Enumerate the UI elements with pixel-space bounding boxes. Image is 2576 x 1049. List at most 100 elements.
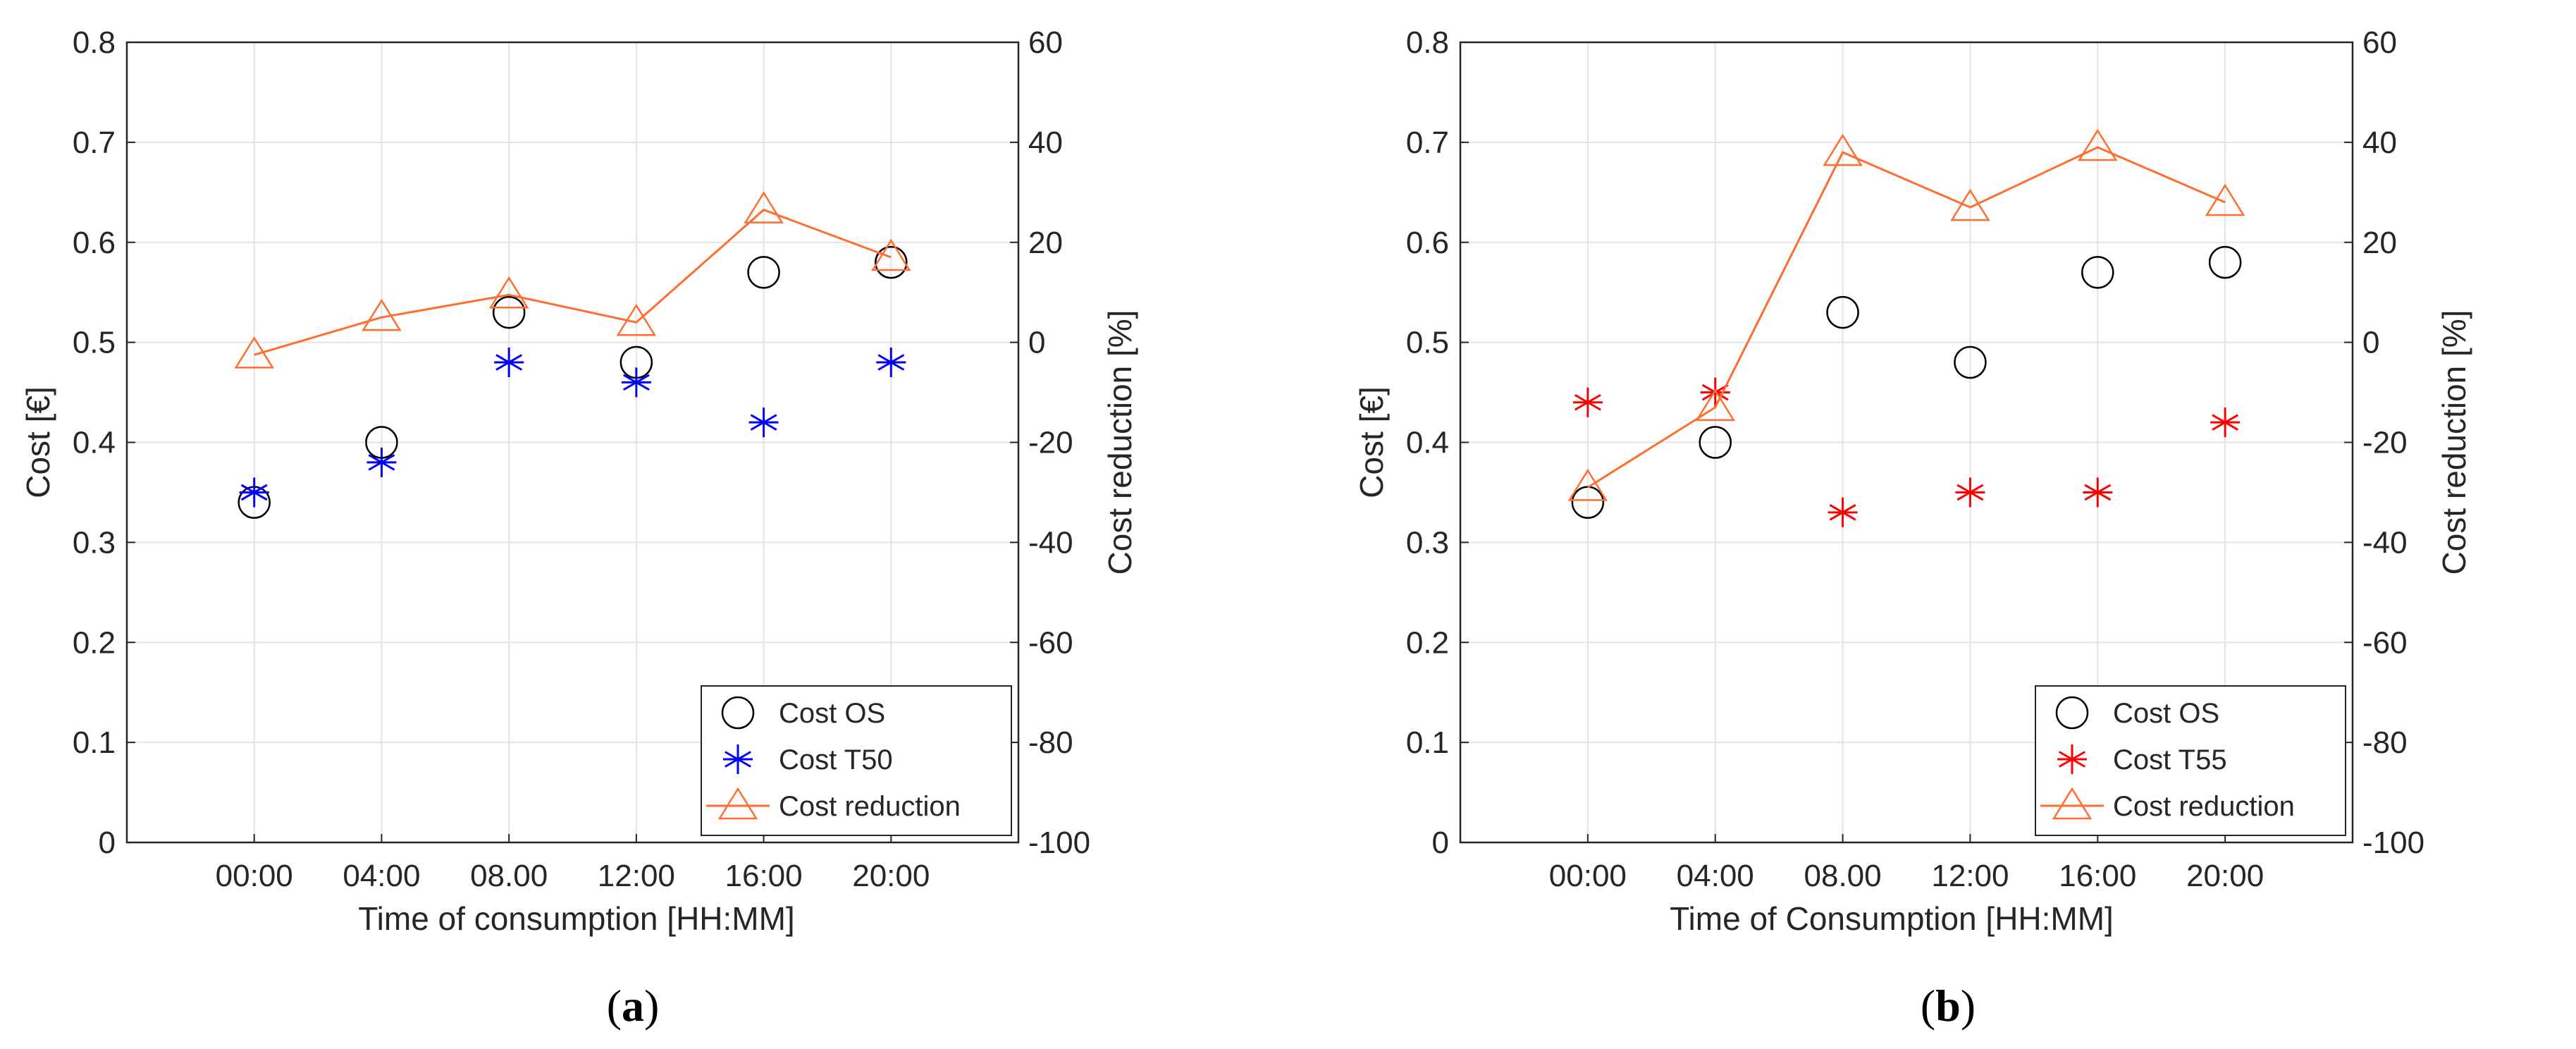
- series-line: [254, 208, 892, 356]
- y2-tick-label: 20: [1028, 226, 1063, 260]
- y-tick-label: 0.6: [73, 226, 116, 260]
- y-tick-label: 0.2: [73, 625, 116, 660]
- y2-tick-label: -80: [1028, 725, 1073, 760]
- x-axis-title: Time of Consumption [HH:MM]: [1670, 900, 2114, 937]
- y-tick-label: 0.3: [1406, 525, 1449, 560]
- legend-item: Cost OS: [2055, 696, 2219, 730]
- y2-tick-label: 20: [2362, 226, 2397, 260]
- y2-tick-label: 40: [2362, 125, 2397, 160]
- y2-tick-label: 40: [1028, 125, 1063, 160]
- x-tick-label: 20:00: [2186, 859, 2264, 893]
- legend-label: Cost OS: [779, 698, 885, 729]
- y2-tick-label: 60: [2362, 25, 2397, 60]
- y-tick-label: 0.8: [73, 25, 116, 60]
- data-point-asterisk: [876, 348, 906, 377]
- y-tick-label: 0.4: [1406, 426, 1449, 460]
- data-point-circle: [1826, 295, 1859, 329]
- y-tick-label: 0.3: [73, 525, 116, 560]
- data-point-triangle: [871, 238, 911, 271]
- legend-item: Cost T50: [723, 744, 893, 775]
- y2-tick-label: 0: [1028, 326, 1045, 360]
- data-point-circle: [1954, 345, 1987, 379]
- series-line: [1587, 146, 2226, 489]
- y-tick-label: 0.5: [1406, 326, 1449, 360]
- panel-label-close: ): [644, 981, 659, 1031]
- x-tick-label: 08.00: [470, 859, 548, 893]
- data-point-asterisk: [1828, 497, 1858, 527]
- legend-triangle-icon: [717, 787, 758, 820]
- x-tick-label: 00:00: [1549, 859, 1627, 893]
- y2-tick-label: -60: [1028, 625, 1073, 660]
- data-point-asterisk: [1955, 477, 1985, 508]
- data-point-triangle: [234, 336, 274, 369]
- legend-asterisk-icon: [2057, 744, 2087, 774]
- legend: Cost OS Cost T50 Cost reduction: [701, 685, 1012, 836]
- y-tick-label: 0.5: [73, 326, 116, 360]
- data-point-triangle: [1695, 388, 1735, 422]
- legend-label: Cost T50: [779, 744, 893, 775]
- y2-axis-title: Cost reduction [%]: [1102, 310, 1138, 575]
- x-tick-label: 12:00: [1931, 859, 2009, 893]
- y-tick-label: 0.2: [1406, 625, 1449, 660]
- series-cost-reduction: [234, 191, 911, 369]
- legend-circle-icon: [721, 696, 755, 730]
- data-point-triangle: [488, 276, 529, 309]
- data-point-asterisk: [748, 407, 779, 438]
- x-tick-label: 20:00: [852, 859, 930, 893]
- data-point-triangle: [2078, 128, 2118, 161]
- panel-label-open: (: [1921, 981, 1935, 1031]
- x-tick-label: 04:00: [343, 859, 420, 893]
- data-point-triangle: [1567, 468, 1608, 501]
- panel-label: (b): [1921, 981, 1976, 1031]
- x-tick-label: 08.00: [1804, 859, 1882, 893]
- data-point-asterisk: [494, 348, 524, 377]
- data-point-triangle: [616, 303, 657, 336]
- data-point-triangle: [744, 191, 784, 223]
- x-tick-label: 00:00: [216, 859, 293, 893]
- legend-label: Cost reduction: [779, 791, 961, 822]
- data-point-triangle: [1950, 188, 1990, 221]
- legend-asterisk-icon: [723, 744, 753, 774]
- y2-tick-label: -60: [2362, 625, 2408, 660]
- x-tick-label: 04:00: [1677, 859, 1754, 893]
- legend-item: Cost OS: [721, 696, 885, 730]
- y2-tick-label: -100: [2362, 826, 2424, 860]
- data-point-triangle: [2205, 183, 2245, 216]
- x-axis-title: Time of consumption [HH:MM]: [358, 900, 794, 937]
- y-axis-title: Cost [€]: [1353, 386, 1390, 498]
- y2-tick-label: -100: [1028, 826, 1090, 860]
- data-point-triangle: [1823, 133, 1863, 166]
- legend: Cost OS Cost T55 Cost reduction: [2035, 685, 2346, 836]
- y-axis-title: Cost [€]: [20, 386, 56, 498]
- legend-circle-icon: [2055, 696, 2089, 730]
- panel-label-letter: b: [1935, 981, 1961, 1031]
- legend-triangle-icon: [2052, 787, 2093, 820]
- y-tick-label: 0: [1432, 826, 1449, 860]
- data-point-circle: [1699, 426, 1732, 459]
- legend-label: Cost T55: [2113, 744, 2227, 775]
- legend-label: Cost OS: [2113, 698, 2219, 729]
- panel-label-close: ): [1961, 981, 1976, 1031]
- data-point-asterisk: [621, 367, 651, 398]
- y-tick-label: 0.7: [73, 125, 116, 160]
- y-tick-label: 0.7: [1406, 125, 1449, 160]
- y2-tick-label: 60: [1028, 25, 1063, 60]
- y-tick-label: 0.6: [1406, 226, 1449, 260]
- legend-item: Cost reduction: [2040, 787, 2295, 822]
- series-cost-t55: [1572, 377, 2241, 527]
- y-tick-label: 0: [99, 826, 116, 860]
- y2-tick-label: -20: [1028, 426, 1073, 460]
- data-point-circle: [747, 256, 780, 289]
- data-point-circle: [492, 295, 526, 329]
- y2-tick-label: -40: [2362, 525, 2408, 560]
- y-tick-label: 0.1: [73, 725, 116, 760]
- data-point-circle: [2081, 256, 2114, 289]
- panel-label-letter: a: [622, 981, 644, 1031]
- data-point-circle: [2208, 245, 2242, 279]
- data-point-asterisk: [366, 447, 397, 477]
- y2-tick-label: -20: [2362, 426, 2408, 460]
- data-point-asterisk: [2210, 407, 2241, 438]
- data-point-triangle: [362, 298, 402, 331]
- y-tick-label: 0.4: [73, 426, 116, 460]
- legend-item: Cost T55: [2057, 744, 2227, 775]
